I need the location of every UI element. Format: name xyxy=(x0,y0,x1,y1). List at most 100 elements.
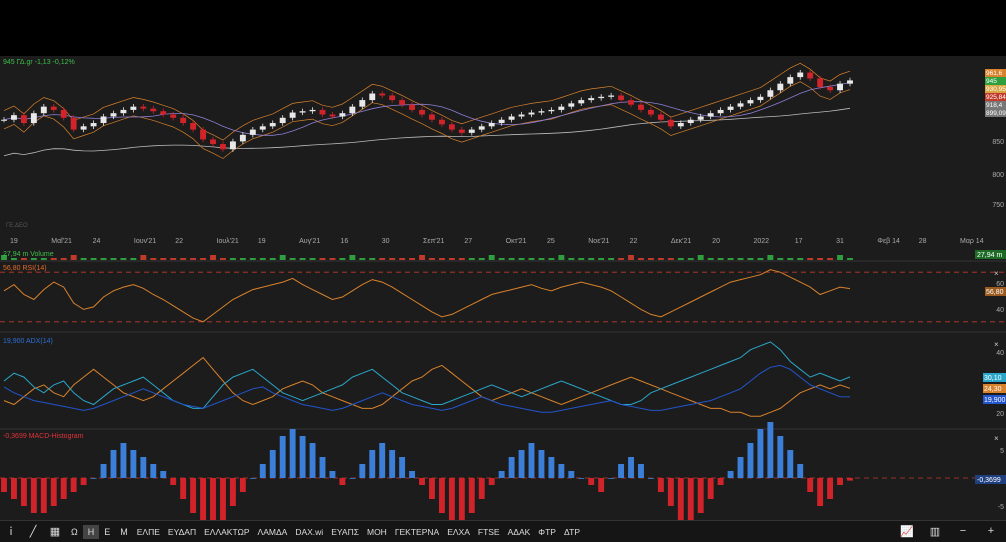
grid-icon[interactable]: ▦ xyxy=(49,526,61,538)
volume-bar xyxy=(677,258,684,260)
candle-body xyxy=(827,86,834,91)
symbol-link[interactable]: ΕΛΧΑ xyxy=(447,526,470,537)
x-axis: 19 Μαΐ'21 24 Ιουν'21 22 Ιουλ'21 19 Αυγ'21 16 30 Σε… xyxy=(10,237,984,245)
macd-bar xyxy=(309,443,316,478)
macd-bar xyxy=(140,457,147,478)
macd-bar xyxy=(349,478,356,479)
macd-bar xyxy=(837,478,843,485)
volume-bar xyxy=(518,258,525,260)
right-toolbar-icons: 📈 ▥ − + xyxy=(896,523,1002,539)
candle-body xyxy=(279,117,286,124)
volume-bar xyxy=(657,258,664,260)
macd-bar xyxy=(190,478,197,513)
price-y-tick: 850 xyxy=(992,139,1004,146)
x-axis-tick: 17 xyxy=(795,238,803,245)
info-icon[interactable]: ⅰ xyxy=(9,526,13,538)
volume-bar xyxy=(170,258,177,260)
adx-value-tag xyxy=(983,395,1006,404)
rsi-label: 56,80 RSI(14) xyxy=(3,265,47,272)
volume-bar xyxy=(210,255,216,260)
volume-bar xyxy=(687,258,694,260)
volume-bar xyxy=(1,255,7,260)
chart-area[interactable]: 945 ΓΔ.gr -1,13 -0,12% 850 800 750 961,6… xyxy=(0,56,1006,534)
x-axis-tick: Οκτ'21 xyxy=(506,238,527,245)
candle-body xyxy=(767,90,774,97)
volume-bar xyxy=(827,258,834,260)
candle-body xyxy=(319,109,326,115)
candle-body xyxy=(558,106,565,110)
candle-body xyxy=(1,119,7,121)
volume-bar xyxy=(220,258,226,260)
volume-bar xyxy=(847,258,853,260)
macd-y-tick: 5 xyxy=(1000,448,1004,455)
timeframe-button[interactable]: Ε xyxy=(104,526,111,537)
candle-body xyxy=(170,114,177,118)
candle-body xyxy=(727,106,734,110)
volume-bar xyxy=(110,258,117,260)
candle-body xyxy=(399,100,406,105)
symbol-link[interactable]: FTSE xyxy=(477,526,500,537)
macd-bar xyxy=(508,457,515,478)
candle-body xyxy=(847,80,853,84)
close-pane-icon[interactable]: × xyxy=(994,434,999,443)
candle-body xyxy=(657,114,664,120)
candle-body xyxy=(329,114,336,117)
candle-body xyxy=(568,103,575,107)
candle-body xyxy=(229,141,236,150)
di-minus-line xyxy=(3,356,851,417)
symbol-link[interactable]: ΛΑΜΔΑ xyxy=(257,526,288,537)
macd-bar xyxy=(717,478,724,485)
x-axis-band xyxy=(0,232,1006,246)
close-pane-icon[interactable]: × xyxy=(994,340,999,349)
candle-body xyxy=(538,111,545,113)
candle-body xyxy=(30,113,37,124)
volume-bar xyxy=(747,258,754,260)
indicators-icon[interactable]: ▥ xyxy=(929,525,941,538)
volume-bar xyxy=(379,258,386,260)
candle-body xyxy=(259,126,266,130)
symbol-link[interactable]: ΕΥΑΠΣ xyxy=(331,526,359,537)
timeframe-button[interactable]: Μ xyxy=(120,526,128,537)
zoom-in-icon[interactable]: + xyxy=(987,525,995,537)
symbol-link[interactable]: ΔΤΡ xyxy=(563,526,580,537)
macd-bar xyxy=(279,436,286,478)
symbol-link[interactable]: ΑΔΑΚ xyxy=(507,526,531,537)
macd-bar xyxy=(787,450,794,478)
zoom-out-icon[interactable]: − xyxy=(959,525,967,537)
symbol-link[interactable]: ΓΕΚΤΕΡΝΑ xyxy=(394,526,440,537)
macd-bar xyxy=(40,478,47,513)
volume-bar xyxy=(498,258,505,260)
candle-body xyxy=(757,96,764,101)
watermark: ΓΕ.ΔΕΟ xyxy=(6,223,28,229)
rsi-y-tick: 60 xyxy=(996,281,1004,288)
symbol-link[interactable]: ΕΥΔΑΠ xyxy=(167,526,197,537)
close-pane-icon[interactable]: × xyxy=(994,269,999,278)
symbol-link[interactable]: ΕΛΠΕ xyxy=(136,526,160,537)
volume-bar xyxy=(289,258,296,260)
volume-bar xyxy=(737,258,744,260)
timeframe-button[interactable]: Ω xyxy=(71,526,78,537)
candle-body xyxy=(498,119,505,124)
chart-type-icon[interactable]: 📈 xyxy=(900,525,914,538)
symbol-link[interactable]: ΜΟΗ xyxy=(366,526,387,537)
candle-body xyxy=(349,106,356,114)
chart-svg[interactable]: 945 ΓΔ.gr -1,13 -0,12% 850 800 750 961,6… xyxy=(0,56,1006,534)
volume-bar xyxy=(359,258,366,260)
macd-bar xyxy=(578,478,585,479)
symbol-link[interactable]: ΦΤΡ xyxy=(538,526,556,537)
price-y-tick: 800 xyxy=(992,172,1004,179)
x-axis-tick: Σεπ'21 xyxy=(423,238,445,245)
candle-body xyxy=(339,113,346,117)
timeframe-button-active[interactable]: Η xyxy=(82,524,100,539)
macd-bar xyxy=(90,478,97,479)
symbol-link[interactable]: DAX.wi xyxy=(295,526,324,537)
draw-line-icon[interactable]: ╱ xyxy=(29,526,37,538)
volume-bar xyxy=(120,258,127,260)
macd-bar xyxy=(150,464,157,478)
candle-body xyxy=(220,144,226,150)
symbol-link[interactable]: ΕΛΛΑΚΤΩΡ xyxy=(204,526,250,537)
candle-body xyxy=(359,100,366,107)
volume-bar xyxy=(628,255,634,260)
macd-bar xyxy=(239,478,246,492)
macd-bar xyxy=(638,464,644,478)
